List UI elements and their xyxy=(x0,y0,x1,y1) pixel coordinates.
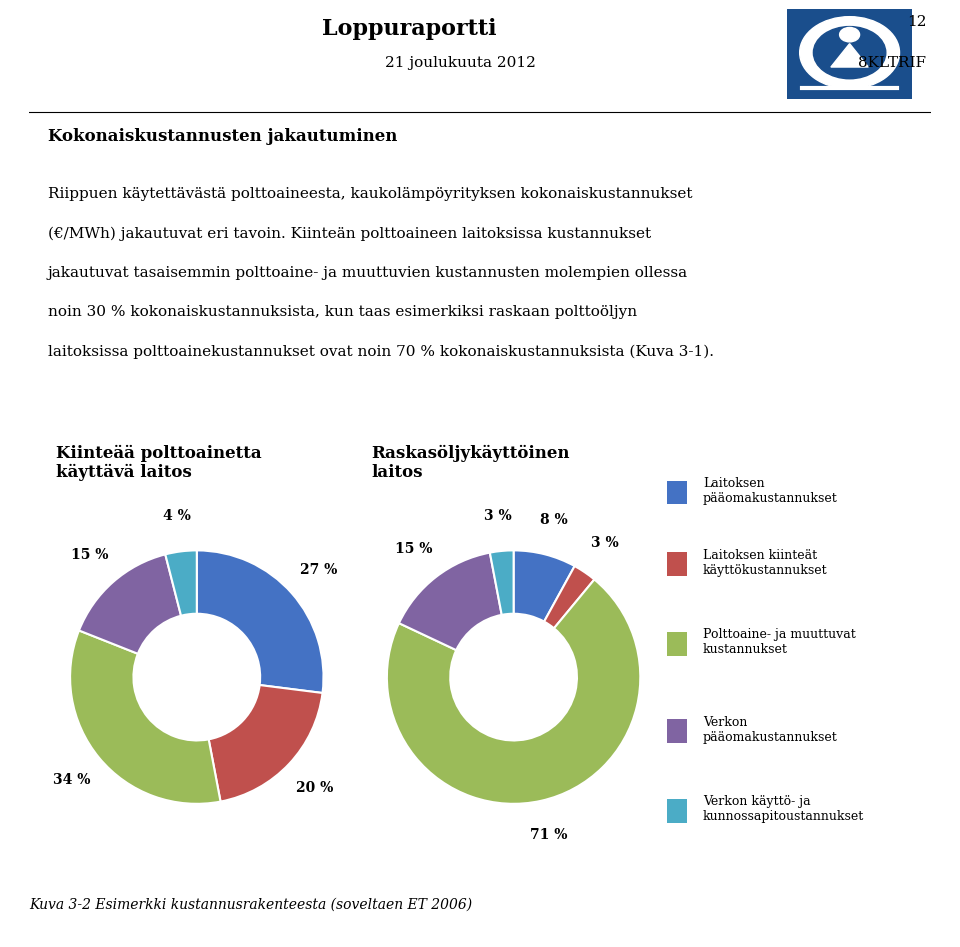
Text: 21 joulukuuta 2012: 21 joulukuuta 2012 xyxy=(385,56,537,70)
Wedge shape xyxy=(490,550,514,615)
Wedge shape xyxy=(165,550,197,616)
FancyBboxPatch shape xyxy=(6,420,954,897)
Bar xyxy=(667,632,686,655)
Bar xyxy=(667,552,686,576)
Wedge shape xyxy=(544,566,594,628)
Wedge shape xyxy=(399,553,502,651)
Text: noin 30 % kokonaiskustannuksista, kun taas esimerkiksi raskaan polttoöljyn: noin 30 % kokonaiskustannuksista, kun ta… xyxy=(48,306,637,319)
Text: 15 %: 15 % xyxy=(71,548,108,563)
Wedge shape xyxy=(79,554,181,653)
Bar xyxy=(667,799,686,823)
Wedge shape xyxy=(208,685,323,801)
Bar xyxy=(667,481,686,505)
Text: Polttoaine- ja muuttuvat
kustannukset: Polttoaine- ja muuttuvat kustannukset xyxy=(703,628,855,656)
Bar xyxy=(667,720,686,743)
Text: Kokonaiskustannusten jakautuminen: Kokonaiskustannusten jakautuminen xyxy=(48,128,397,145)
Circle shape xyxy=(813,27,886,79)
Text: 4 %: 4 % xyxy=(162,509,190,523)
Text: Verkon
pääomakustannukset: Verkon pääomakustannukset xyxy=(703,716,837,743)
Text: 8 %: 8 % xyxy=(540,513,567,527)
Text: 3 %: 3 % xyxy=(591,536,618,550)
Text: 27 %: 27 % xyxy=(300,563,337,577)
Text: Laitoksen
pääomakustannukset: Laitoksen pääomakustannukset xyxy=(703,477,837,505)
FancyBboxPatch shape xyxy=(787,9,912,99)
Text: Laitoksen kiinteät
käyttökustannukset: Laitoksen kiinteät käyttökustannukset xyxy=(703,548,828,577)
Text: Riippuen käytettävästä polttoaineesta, kaukolämpöyrityksen kokonaiskustannukset: Riippuen käytettävästä polttoaineesta, k… xyxy=(48,187,692,201)
Wedge shape xyxy=(387,580,640,804)
Text: Kiinteää polttoainetta
käyttävä laitos: Kiinteää polttoainetta käyttävä laitos xyxy=(56,444,261,481)
Polygon shape xyxy=(830,44,868,67)
Text: Verkon käyttö- ja
kunnossapitoustannukset: Verkon käyttö- ja kunnossapitoustannukse… xyxy=(703,795,864,823)
Text: Kuva 3-2 Esimerkki kustannusrakenteesta (soveltaen ET 2006): Kuva 3-2 Esimerkki kustannusrakenteesta … xyxy=(29,898,472,912)
Text: Raskasöljykäyttöinen
laitos: Raskasöljykäyttöinen laitos xyxy=(372,444,570,481)
Text: 20 %: 20 % xyxy=(297,781,334,795)
Text: 15 %: 15 % xyxy=(396,542,433,556)
Wedge shape xyxy=(70,631,221,804)
Text: laitoksissa polttoainekustannukset ovat noin 70 % kokonaiskustannuksista (Kuva 3: laitoksissa polttoainekustannukset ovat … xyxy=(48,345,714,360)
Text: 71 %: 71 % xyxy=(530,829,567,843)
Text: Loppuraportti: Loppuraportti xyxy=(323,18,496,40)
Circle shape xyxy=(800,17,900,89)
Circle shape xyxy=(840,27,859,42)
Text: 3 %: 3 % xyxy=(485,509,513,523)
Wedge shape xyxy=(197,550,324,693)
Text: 8KLTRIF: 8KLTRIF xyxy=(858,56,926,70)
Text: 12: 12 xyxy=(907,14,926,28)
Text: jakautuvat tasaisemmin polttoaine- ja muuttuvien kustannusten molempien ollessa: jakautuvat tasaisemmin polttoaine- ja mu… xyxy=(48,266,688,279)
Text: (€/MWh) jakautuvat eri tavoin. Kiinteän polttoaineen laitoksissa kustannukset: (€/MWh) jakautuvat eri tavoin. Kiinteän … xyxy=(48,226,651,241)
Wedge shape xyxy=(514,550,575,621)
Text: 34 %: 34 % xyxy=(53,774,90,788)
